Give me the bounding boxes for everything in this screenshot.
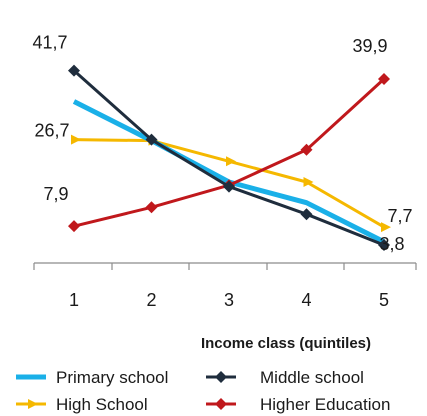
x-tick-label: 3 (224, 290, 234, 310)
data-label-middle-school: 3,8 (379, 234, 404, 254)
data-label-middle-school: 41,7 (32, 33, 67, 53)
x-tick-label: 4 (301, 290, 311, 310)
x-axis-title: Income class (quintiles) (201, 335, 371, 352)
data-point-middle-school (68, 64, 80, 77)
data-point-high-school (303, 177, 314, 187)
data-point-high-school (381, 222, 391, 233)
data-point-higher-education (68, 220, 80, 233)
legend-marker (215, 371, 227, 383)
data-point-higher-education (300, 143, 313, 156)
data-label-higher-education: 39,9 (352, 36, 387, 56)
legend-marker (28, 399, 38, 409)
series-higher-education (68, 72, 390, 233)
data-point-middle-school (223, 180, 235, 193)
series-middle-school (68, 64, 390, 252)
data-label-high-school: 26,7 (34, 121, 69, 141)
x-axis: 1 2 3 4 5 (33, 262, 417, 310)
data-label-higher-education: 7,9 (43, 184, 68, 204)
x-tick-label: 1 (69, 290, 79, 310)
legend-item-high-school: High School (16, 395, 148, 414)
data-label-high-school: 7,7 (387, 206, 412, 226)
x-tick-label: 5 (379, 290, 389, 310)
legend: Primary school Middle school High School Hi… (16, 368, 390, 414)
series-lines (68, 64, 391, 252)
x-tick-label: 2 (146, 290, 156, 310)
data-point-high-school (71, 134, 81, 145)
legend-label: Higher Education (260, 395, 390, 414)
legend-item-higher-education: Higher Education (206, 395, 390, 414)
data-point-middle-school (300, 208, 313, 221)
data-labels: 41,7 26,7 7,9 39,9 7,7 3,8 (32, 33, 412, 254)
legend-item-middle-school: Middle school (206, 368, 364, 387)
data-point-high-school (226, 156, 236, 167)
data-point-middle-school (145, 133, 158, 146)
data-point-higher-education (378, 72, 390, 85)
legend-label: Middle school (260, 368, 364, 387)
legend-item-primary-school: Primary school (16, 368, 168, 387)
legend-label: Primary school (56, 368, 168, 387)
data-point-middle-school (378, 239, 390, 252)
series-line-higher-education (73, 77, 386, 228)
legend-label: High School (56, 395, 148, 414)
legend-marker (215, 398, 227, 410)
data-point-higher-education (145, 201, 158, 214)
